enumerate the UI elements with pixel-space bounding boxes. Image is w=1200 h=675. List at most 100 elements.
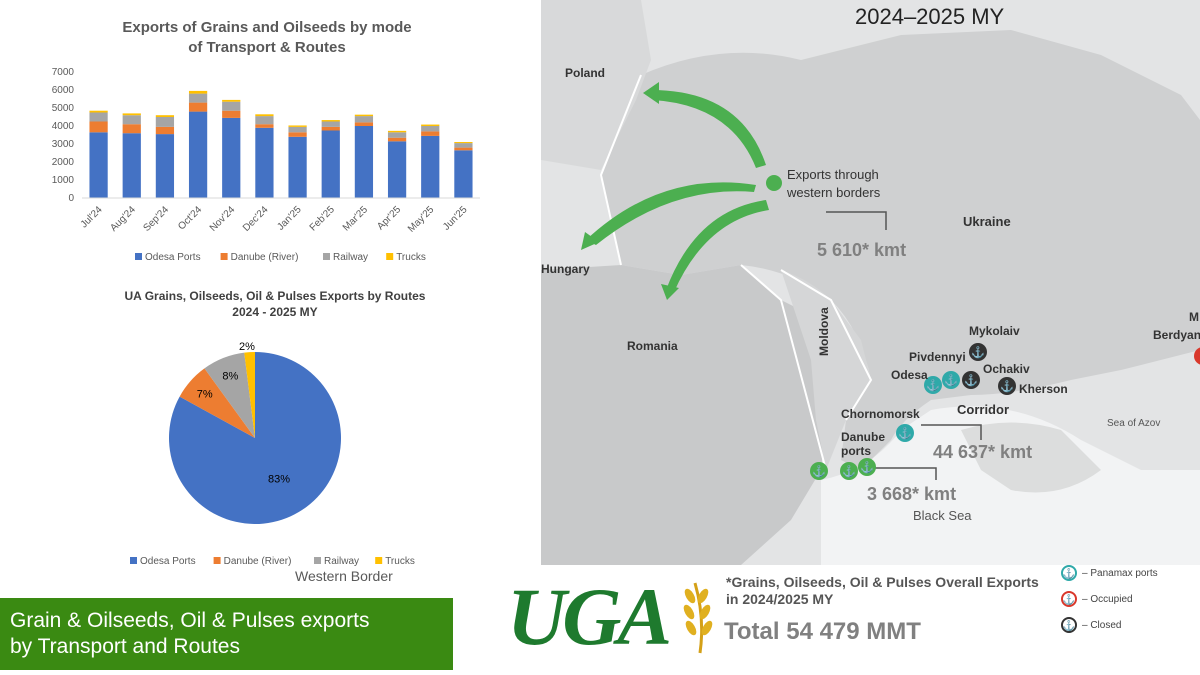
bar-segment — [188, 90, 208, 94]
odesa-port-icon: ⚓ — [924, 376, 942, 394]
bar-segment — [421, 131, 440, 136]
y-tick-label: 7000 — [52, 67, 75, 78]
legend-entry: Trucks — [396, 252, 426, 263]
poland-territory — [541, 0, 651, 170]
y-tick-label: 5000 — [52, 103, 75, 114]
danube-port-icon-1: ⚓ — [840, 462, 858, 480]
berdyansk-port-icon — [1194, 347, 1200, 365]
title-banner: Grain & Oilseeds, Oil & Pulses exports b… — [0, 598, 453, 670]
bar-segment — [255, 116, 274, 125]
corridor-bracket — [921, 424, 982, 440]
x-tick-label: Jan'25 — [275, 204, 304, 233]
bar-segment — [321, 120, 340, 122]
total-exports: Total 54 479 MMT — [724, 618, 921, 645]
bar-segment — [122, 113, 141, 116]
uga-logo: UGA — [507, 571, 713, 658]
danube-port-icon-4: ⚓ — [810, 462, 828, 480]
arrow-to-hungary — [586, 182, 756, 245]
pie-slice — [244, 352, 255, 438]
legend-panamax-label: – Panamax ports — [1082, 567, 1158, 579]
svg-text:⚓: ⚓ — [944, 374, 958, 387]
pie-chart-legend: Odesa Ports Danube (River) Railway Trucks — [130, 556, 415, 567]
legend-entry: Odesa Ports — [145, 252, 201, 263]
bar-segment — [421, 124, 440, 126]
western-borders-label-line2: western borders — [787, 185, 881, 200]
bar-segment — [89, 121, 108, 133]
wheat-icon — [683, 582, 713, 654]
legend-panamax: ⚓ – Panamax ports — [1060, 560, 1195, 586]
bar-segment — [188, 102, 208, 112]
kherson-port-icon: ⚓ — [998, 377, 1016, 395]
svg-text:⚓: ⚓ — [812, 465, 826, 478]
ochakiv-label: Ochakiv — [983, 362, 1030, 376]
svg-text:⚓: ⚓ — [1063, 593, 1075, 606]
western-volume-bracket — [826, 211, 887, 230]
arrow-to-romania — [666, 200, 769, 292]
bar-chart-title-line2: of Transport & Routes — [188, 39, 346, 56]
pie-data-label: 2% — [239, 341, 255, 353]
border-lines — [599, 74, 873, 471]
legend-closed-label: – Closed — [1082, 619, 1122, 631]
bar-segment — [222, 101, 241, 111]
bar-segment — [255, 114, 274, 117]
x-tick-label: Feb'25 — [308, 204, 337, 233]
svg-text:⚓: ⚓ — [842, 465, 856, 478]
svg-text:⚓: ⚓ — [971, 346, 985, 359]
bar-chart-title-line1: Exports of Grains and Oilseeds by mode — [122, 19, 411, 36]
x-tick-label: Nov'24 — [208, 204, 238, 234]
poland-label: Poland — [565, 66, 606, 80]
svg-text:⚓: ⚓ — [1063, 567, 1075, 580]
bar-segment — [321, 121, 340, 127]
legend-swatch — [386, 253, 394, 260]
overall-exports-note: *Grains, Oilseeds, Oil & Pulses Overall … — [726, 574, 1039, 608]
danube-ports-label: Danube ports — [841, 430, 886, 458]
western-border-caption: Western Border — [295, 568, 393, 584]
pie-legend-swatch — [314, 557, 321, 564]
legend-swatch — [323, 253, 330, 260]
svg-text:⚓: ⚓ — [964, 374, 978, 387]
banner-line2: by Transport and Routes — [10, 635, 240, 658]
legend-swatch — [220, 253, 228, 260]
bar-segment — [122, 124, 141, 134]
sea-of-azov-label: Sea of Azov — [1107, 418, 1161, 429]
bar-segment — [255, 124, 274, 128]
bar-segment — [454, 147, 473, 151]
western-volume: 5 610* kmt — [817, 240, 907, 260]
pie-legend-entry: Railway — [324, 556, 359, 567]
bar-chart-legend: Odesa Ports Danube (River) Railway Trucks — [135, 252, 426, 263]
bar-segment — [89, 112, 108, 122]
ukraine-label: Ukraine — [963, 214, 1011, 229]
pie-data-label: 83% — [268, 474, 290, 486]
bar-segment — [387, 132, 407, 138]
bar-segment — [321, 130, 340, 198]
m-partial-label: M — [1189, 310, 1199, 324]
pie-legend-swatch — [213, 557, 221, 564]
bar-segment — [387, 130, 407, 133]
pie-chart-subtitle: 2024 - 2025 MY — [232, 305, 317, 319]
bar-segment — [188, 93, 208, 103]
overall-line1: *Grains, Oilseeds, Oil & Pulses Overall … — [726, 574, 1039, 590]
bar-segment — [155, 115, 175, 117]
mykolaiv-port-icon: ⚓ — [969, 343, 987, 361]
bar-chart-bars — [89, 90, 473, 198]
pie-slice — [169, 352, 341, 525]
corridor-volume: 44 637* kmt — [933, 442, 1033, 462]
svg-text:⚓: ⚓ — [1000, 380, 1014, 393]
bar-segment — [222, 117, 241, 198]
mykolaiv-label: Mykolaiv — [969, 324, 1020, 338]
kherson-label: Kherson — [1019, 382, 1068, 396]
bar-segment — [89, 110, 108, 113]
ochakiv-port-icon: ⚓ — [962, 371, 980, 389]
svg-text:⚓: ⚓ — [898, 427, 912, 440]
pie-chart-labels: 83% 7% 8% 2% — [197, 341, 291, 486]
y-tick-label: 0 — [68, 193, 74, 204]
bar-segment — [255, 127, 274, 198]
bar-segment — [122, 133, 141, 198]
bar-segment — [354, 116, 374, 123]
chornomorsk-label: Chornomorsk — [841, 407, 920, 421]
bar-segment — [288, 126, 307, 133]
bar-segment — [288, 125, 307, 127]
svg-text:⚓: ⚓ — [926, 379, 940, 392]
pie-legend-entry: Trucks — [385, 556, 415, 567]
bar-segment — [155, 134, 175, 198]
